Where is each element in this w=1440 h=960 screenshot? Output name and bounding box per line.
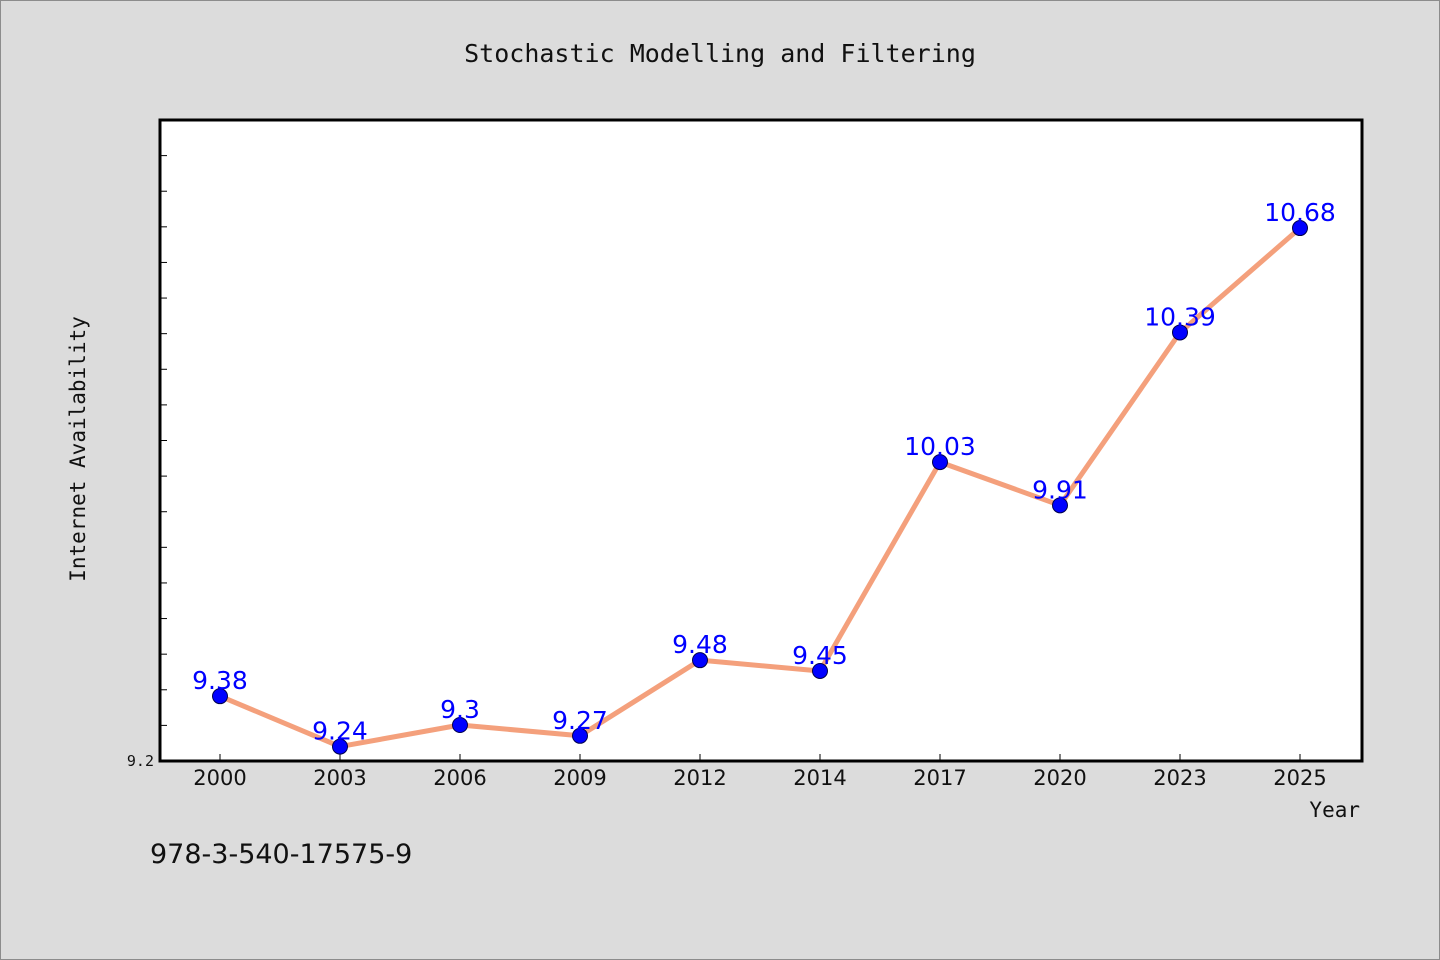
data-point xyxy=(1292,220,1308,237)
plot-area xyxy=(158,118,1364,763)
chart-title: Stochastic Modelling and Filtering xyxy=(464,39,976,68)
data-label: 9.24 xyxy=(312,717,368,746)
data-label: 9.91 xyxy=(1032,475,1088,504)
x-axis-tick-label: 2012 xyxy=(673,766,726,790)
data-point xyxy=(812,662,828,679)
x-axis-tick-labels: 2000 2003 2006 2009 2012 2014 2017 2020 2023 2025 xyxy=(193,766,1326,790)
data-label: 9.45 xyxy=(792,641,848,670)
series-markers-group xyxy=(212,220,1308,755)
x-axis-tick-label: 2017 xyxy=(913,766,966,790)
x-axis-tick-label: 2000 xyxy=(193,766,246,790)
data-labels-group: 9.38 9.24 9.3 9.27 9.48 9.45 10.03 9.91 10.39 10.… xyxy=(192,198,1336,746)
x-axis-tick-label: 2003 xyxy=(313,766,366,790)
data-label: 9.27 xyxy=(552,706,608,735)
data-point xyxy=(932,454,948,471)
x-axis-label: Year xyxy=(1309,798,1360,822)
y-axis-label: Internet Availability xyxy=(66,316,90,582)
data-label: 10.03 xyxy=(904,432,976,461)
x-axis-tick-label: 2006 xyxy=(433,766,486,790)
x-axis-tick-label: 2020 xyxy=(1033,766,1086,790)
data-label: 9.48 xyxy=(672,630,728,659)
data-point xyxy=(332,738,348,755)
x-axis-tick-label: 2009 xyxy=(553,766,606,790)
y-axis-tick-labels: 9.2 xyxy=(127,752,154,770)
data-point xyxy=(452,716,468,733)
isbn-footer: 978-3-540-17575-9 xyxy=(150,839,412,870)
y-axis-tick-label: 9.2 xyxy=(127,752,154,770)
x-axis-tick-label: 2014 xyxy=(793,766,846,790)
data-label: 9.38 xyxy=(192,666,248,695)
data-label: 9.3 xyxy=(440,695,480,724)
data-label: 10.68 xyxy=(1264,198,1336,227)
x-axis-tick-label: 2025 xyxy=(1273,766,1326,790)
data-point xyxy=(692,652,708,669)
series-line-group xyxy=(217,225,1303,750)
data-point xyxy=(1172,324,1188,341)
data-label: 10.39 xyxy=(1144,302,1216,331)
data-point xyxy=(572,727,588,744)
data-point xyxy=(1052,497,1068,514)
x-axis-ticks xyxy=(219,754,1301,761)
series-line xyxy=(217,225,1303,750)
data-point xyxy=(212,688,228,705)
x-axis-tick-label: 2023 xyxy=(1153,766,1206,790)
y-axis-ticks xyxy=(160,155,167,726)
